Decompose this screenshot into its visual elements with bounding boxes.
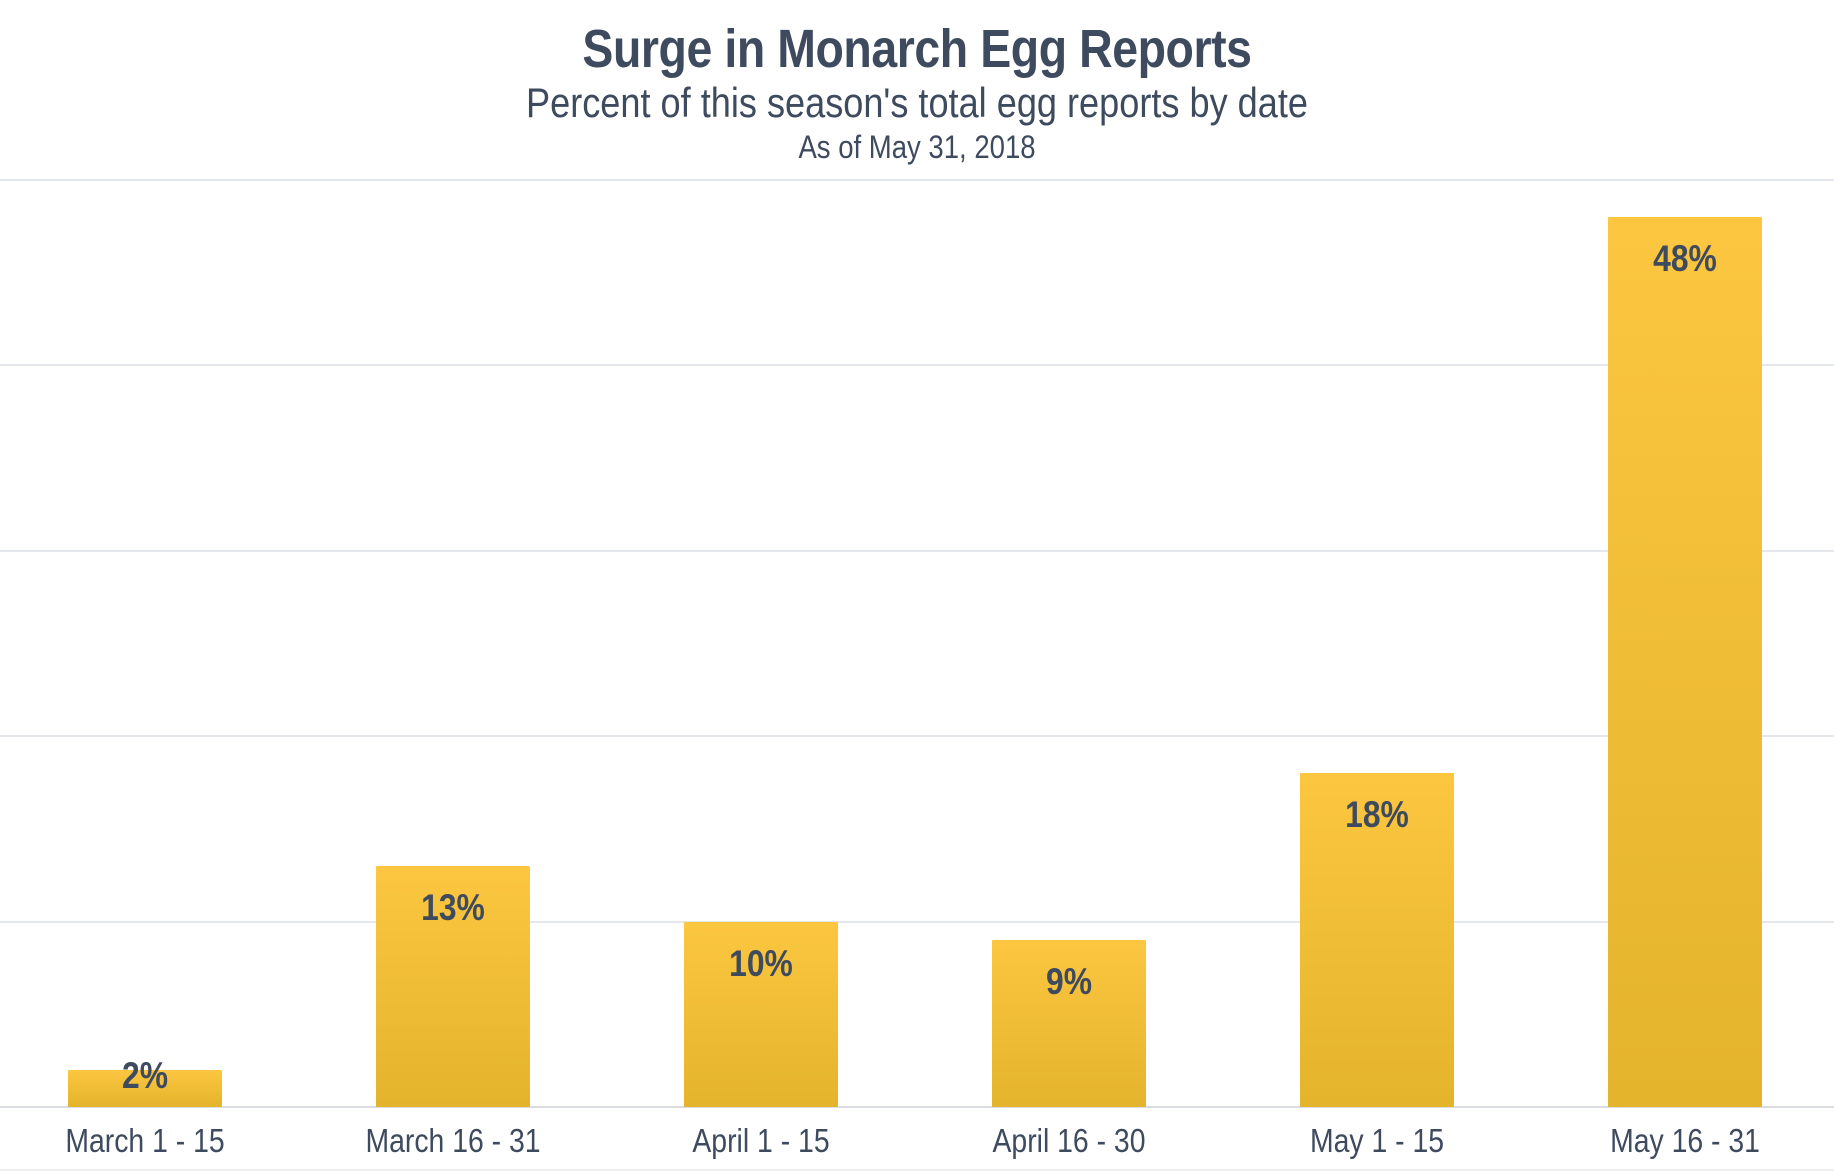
x-axis-label: April 16 - 30 bbox=[992, 1122, 1146, 1159]
bar-value-label: 9% bbox=[1045, 961, 1092, 1003]
bar-4: 9% bbox=[992, 940, 1146, 1107]
x-axis-label: March 1 - 15 bbox=[65, 1122, 225, 1159]
gridline-20-percent bbox=[0, 735, 1834, 738]
bar-3: 10% bbox=[684, 921, 838, 1107]
x-axis: March 1 - 15 March 16 - 31 April 1 - 15 Apr… bbox=[0, 1107, 1834, 1169]
x-axis-label: March 16 - 31 bbox=[365, 1122, 541, 1159]
chart-date-note: As of May 31, 2018 bbox=[798, 129, 1036, 165]
bar-5: 18% bbox=[1300, 773, 1454, 1107]
x-axis-label: April 1 - 15 bbox=[692, 1122, 830, 1159]
gridline-30-percent bbox=[0, 549, 1834, 552]
gridline-50-percent bbox=[0, 179, 1834, 181]
bar-2: 13% bbox=[376, 865, 530, 1107]
plot-area: 2% 13% 10% 9% 18% 48% bbox=[0, 179, 1834, 1108]
bar-value-label: 2% bbox=[121, 1054, 168, 1096]
bar-value-label: 48% bbox=[1653, 238, 1717, 280]
x-axis-label: May 16 - 31 bbox=[1610, 1122, 1760, 1159]
bar-value-label: 10% bbox=[729, 942, 793, 984]
bar-value-label: 18% bbox=[1345, 794, 1409, 836]
x-axis-baseline bbox=[0, 1106, 1834, 1108]
gridline-40-percent bbox=[0, 364, 1834, 367]
bar-6: 48% bbox=[1608, 217, 1762, 1107]
bottom-rule bbox=[0, 1169, 1834, 1171]
x-axis-label: May 1 - 15 bbox=[1309, 1122, 1445, 1159]
gridline-10-percent bbox=[0, 920, 1834, 923]
bar-1: 2% bbox=[68, 1055, 222, 1107]
bar-value-label: 13% bbox=[421, 886, 485, 928]
chart-subtitle: Percent of this season's total egg repor… bbox=[526, 79, 1308, 126]
chart-title: Surge in Monarch Egg Reports bbox=[582, 19, 1252, 79]
